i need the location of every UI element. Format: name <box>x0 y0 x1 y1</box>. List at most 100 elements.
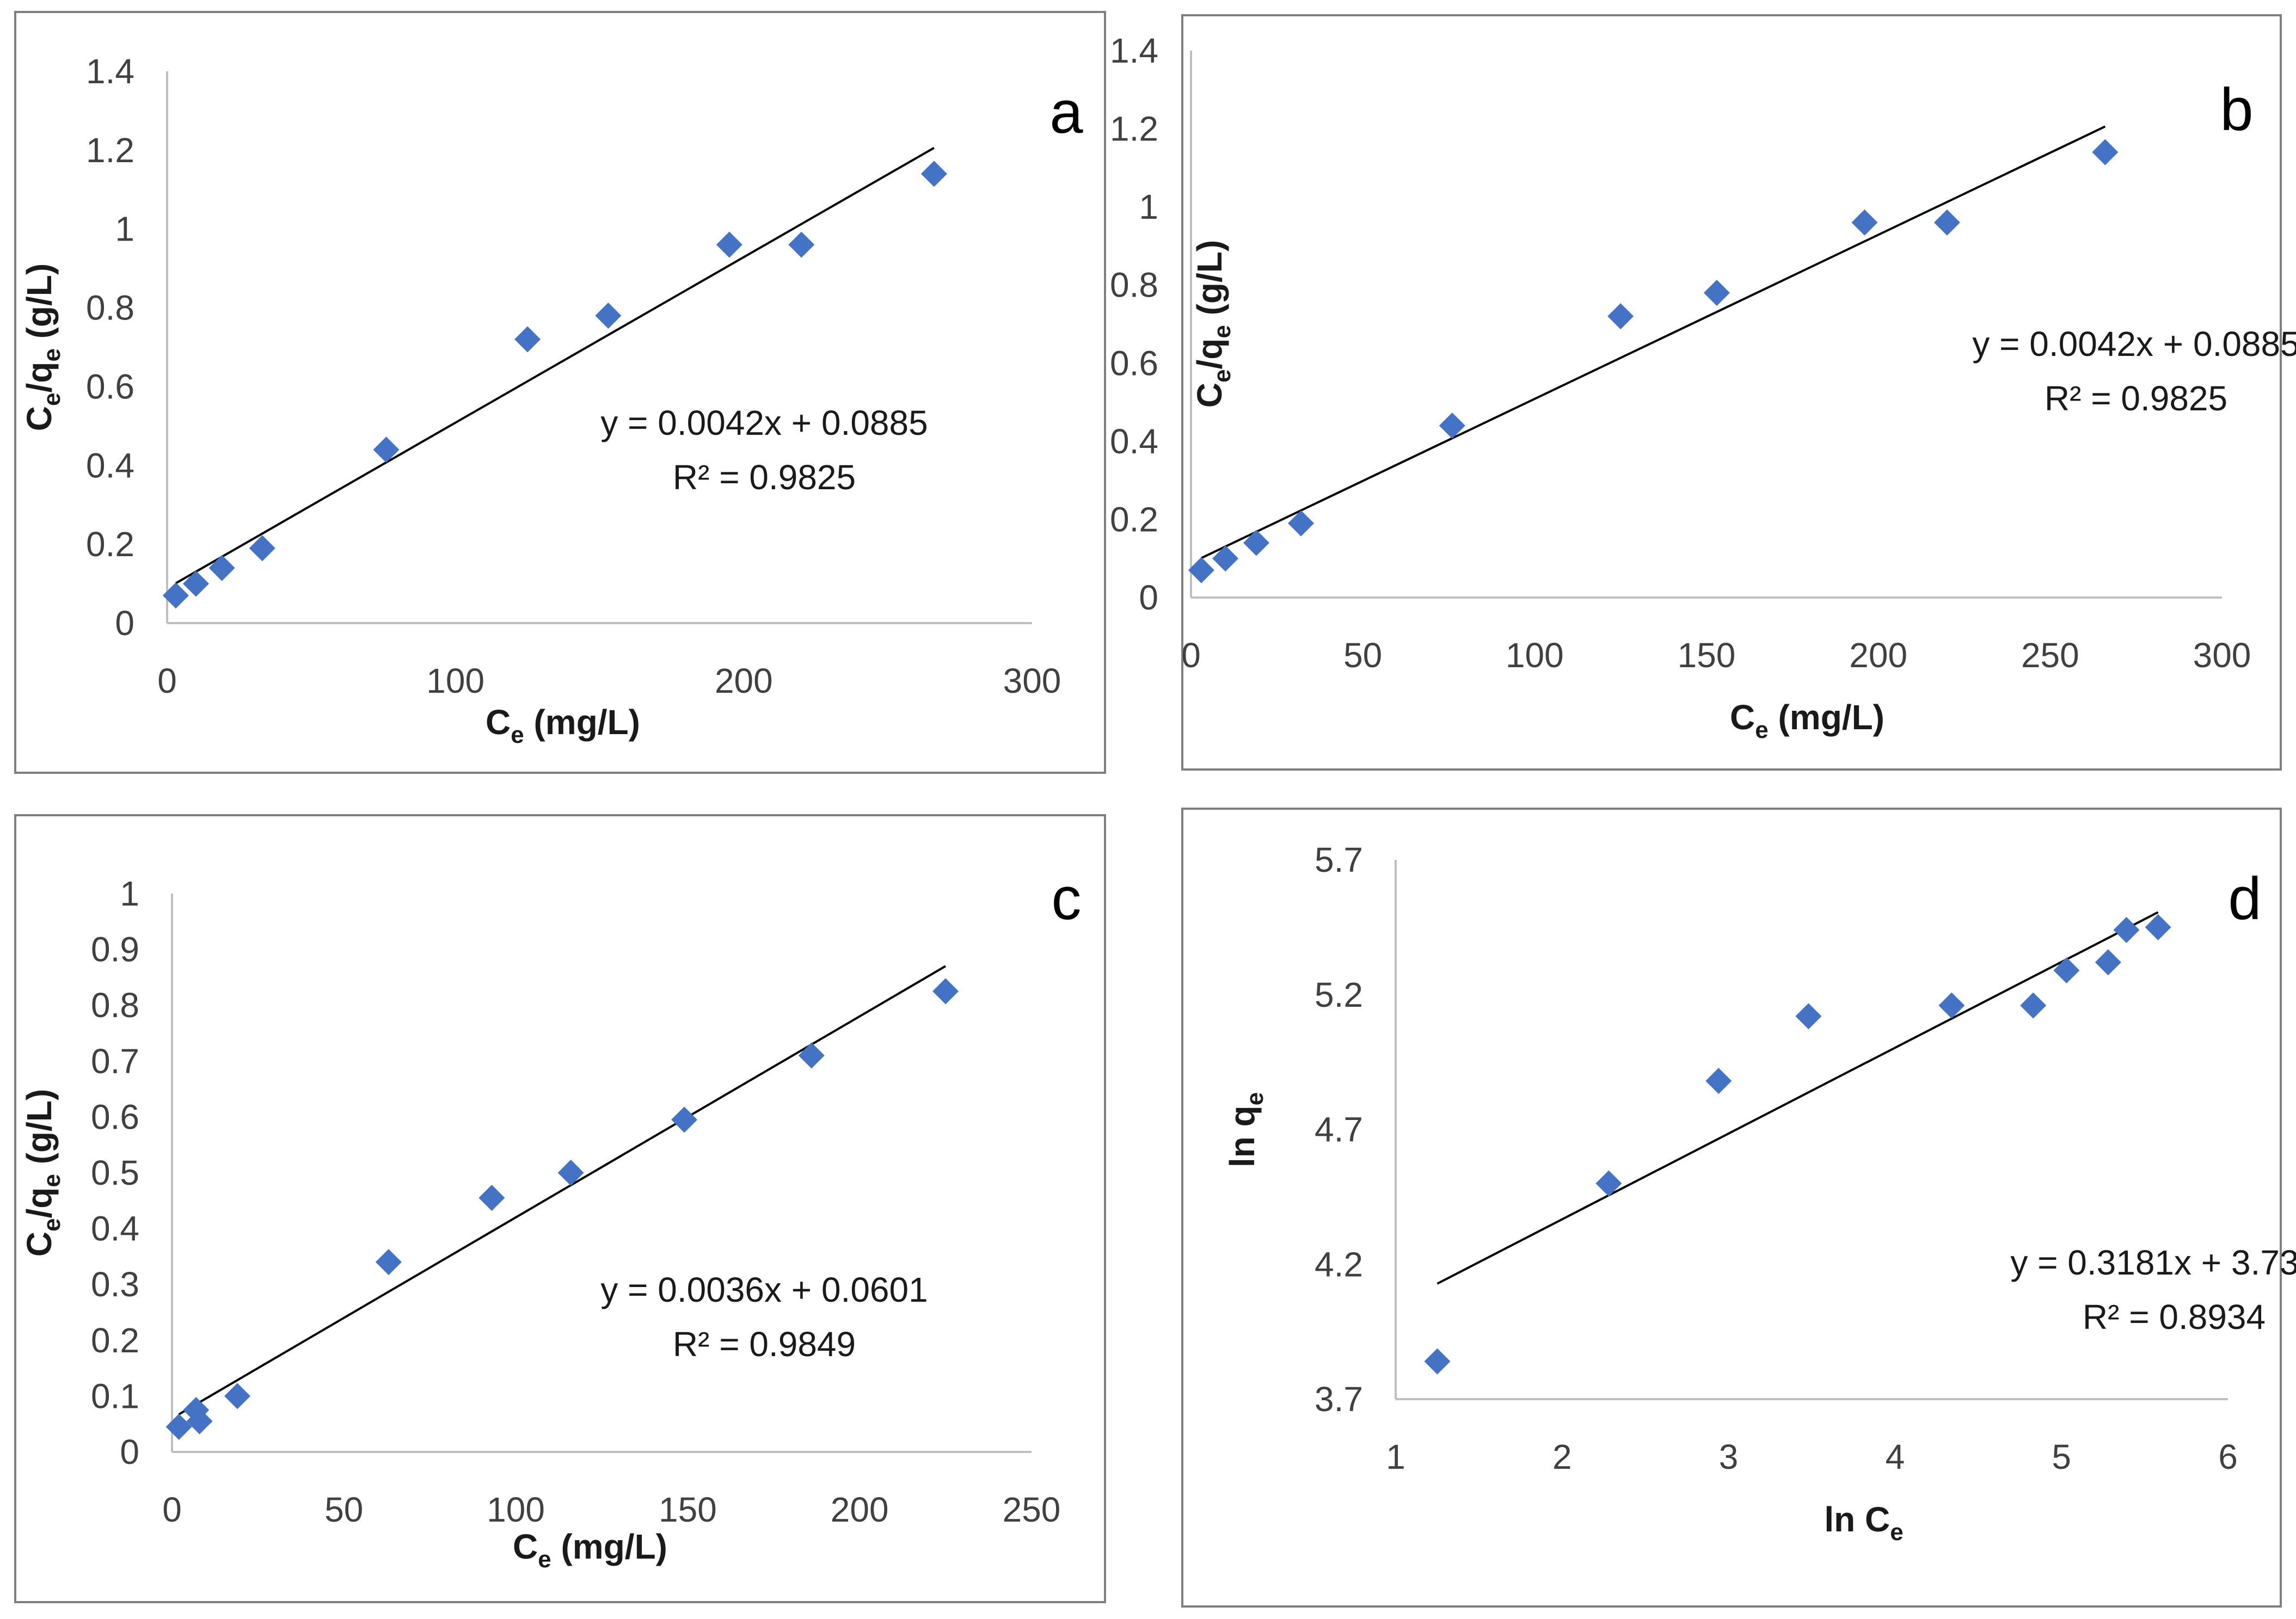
panel-letter: b <box>2220 76 2253 143</box>
x-tick-label: 50 <box>324 1490 363 1529</box>
data-point <box>920 161 947 187</box>
y-axis-label-sub: e <box>39 348 65 361</box>
x-tick-label: 200 <box>1849 636 1907 675</box>
y-axis-label: Ce/qe (g/L) <box>20 1089 65 1257</box>
x-axis-label-main: C <box>486 703 511 742</box>
y-tick-label: 3.7 <box>1315 1380 1363 1419</box>
x-tick-label: 2 <box>1552 1437 1572 1476</box>
x-tick-label: 5 <box>2052 1437 2071 1476</box>
data-point <box>1705 1068 1732 1094</box>
panel-d: 3.7 4.2 4.7 5.2 5.7 1 2 3 4 5 6 y = 0.3181x + 3.730… <box>1181 808 2296 1608</box>
panel-letter: d <box>2228 865 2261 932</box>
y-tick-label: 5.2 <box>1315 975 1363 1014</box>
panel-c: 0 0.1 0.2 0.3 0.4 0.5 0.6 0.7 0.8 0.9 1 0 50 100 150 20… <box>14 814 1106 1603</box>
x-tick-label: 200 <box>831 1490 889 1529</box>
x-tick-label: 0 <box>162 1490 182 1529</box>
y-tick-label: 5.7 <box>1315 840 1363 879</box>
x-axis-label-sub: e <box>1755 717 1768 743</box>
x-tick-label: 300 <box>1003 661 1061 700</box>
y-axis-label: Ce/qe (g/L) <box>1190 240 1236 408</box>
x-axis-label-main: ln C <box>1824 1500 1890 1539</box>
x-tick-label: 150 <box>659 1490 717 1529</box>
x-tick-label: 250 <box>2021 636 2079 675</box>
y-axis-label-unit: (g/L) <box>20 263 59 348</box>
x-tick-label: 50 <box>1343 636 1382 675</box>
trendline <box>175 146 935 584</box>
trendline-equation: y = 0.0042x + 0.0885 <box>600 403 928 442</box>
data-point <box>373 436 400 463</box>
y-axis-label: Ce/qe (g/L) <box>20 263 65 431</box>
x-axis-label-unit: (mg/L) <box>551 1527 667 1566</box>
y-tick-label: 1.4 <box>86 52 134 91</box>
y-axis-label: ln qe <box>1223 1092 1268 1167</box>
y-tick-label: 1.4 <box>1110 31 1158 70</box>
data-point <box>1439 413 1465 439</box>
x-tick-label: 250 <box>1003 1490 1061 1529</box>
y-tick-label: 1 <box>1139 187 1158 226</box>
data-point <box>932 978 959 1005</box>
x-tick-label: 0 <box>157 661 177 700</box>
y-tick-label: 0.2 <box>1110 500 1158 539</box>
x-axis-label-main: C <box>513 1527 538 1566</box>
chart-a: 0 0.2 0.4 0.6 0.8 1 1.2 1.4 0 100 200 300 y = 0.0042… <box>20 52 1083 748</box>
data-point <box>514 326 541 353</box>
data-point <box>1938 992 1965 1019</box>
y-tick-label: 4.2 <box>1315 1245 1363 1284</box>
data-point <box>557 1160 584 1186</box>
data-point <box>1188 557 1214 583</box>
data-point <box>1595 1170 1622 1197</box>
y-axis-label-main: C <box>1190 383 1229 408</box>
r-squared-label: R² = 0.9825 <box>2045 379 2227 418</box>
y-tick-label: 0.5 <box>91 1153 139 1192</box>
y-tick-label: 0 <box>120 1432 139 1472</box>
y-tick-label: 0.7 <box>91 1042 139 1081</box>
y-axis-label-part: /q <box>20 362 59 393</box>
data-point <box>1795 1003 1822 1030</box>
data-point <box>595 303 622 329</box>
x-tick-label: 100 <box>426 661 484 700</box>
x-axis-label-unit: (mg/L) <box>524 703 640 742</box>
data-point <box>2095 949 2121 976</box>
data-point <box>162 582 189 609</box>
data-point <box>798 1042 825 1069</box>
y-axis-label-sub: e <box>1209 325 1236 338</box>
chart-d: 3.7 4.2 4.7 5.2 5.7 1 2 3 4 5 6 y = 0.3181x + 3.730… <box>1223 840 2296 1546</box>
y-tick-label: 1 <box>120 874 139 913</box>
y-tick-label: 0.9 <box>91 930 139 969</box>
data-point <box>478 1185 505 1211</box>
panel-b: 0 0.2 0.4 0.6 0.8 1 1.2 1.4 0 50 100 150 200 250 300 y … <box>1110 14 2296 771</box>
y-tick-label: 0.1 <box>91 1376 139 1415</box>
x-axis-label-sub: e <box>511 722 524 748</box>
x-tick-label: 150 <box>1678 636 1736 675</box>
y-axis-label-main: C <box>20 406 59 431</box>
data-point <box>224 1383 251 1409</box>
chart-c: 0 0.1 0.2 0.3 0.4 0.5 0.6 0.7 0.8 0.9 1 0 50 100 150 20… <box>20 865 1082 1573</box>
panel-letter: a <box>1049 79 1083 146</box>
data-point <box>1424 1348 1451 1375</box>
data-point <box>182 570 209 597</box>
y-axis-label-sub: e <box>39 1218 65 1232</box>
y-axis-label-main: ln q <box>1223 1105 1262 1167</box>
x-axis-label-main: C <box>1730 698 1755 737</box>
chart-b: 0 0.2 0.4 0.6 0.8 1 1.2 1.4 0 50 100 150 200 250 300 y … <box>1110 31 2296 743</box>
data-point <box>186 1408 213 1435</box>
data-point <box>1851 209 1878 236</box>
y-tick-label: 0.2 <box>86 525 134 564</box>
data-point <box>165 1413 192 1440</box>
x-axis-label-unit: (mg/L) <box>1769 698 1884 737</box>
y-axis-label-unit: (g/L) <box>1190 240 1229 325</box>
data-point <box>1212 545 1239 572</box>
trendline-equation: y = 0.0036x + 0.0601 <box>600 1270 928 1309</box>
x-axis-label: ln Ce <box>1824 1500 1903 1546</box>
data-point <box>249 535 275 562</box>
r-squared-label: R² = 0.8934 <box>2083 1297 2266 1337</box>
y-tick-label: 1.2 <box>1110 109 1158 149</box>
data-point <box>2113 916 2140 943</box>
data-point <box>375 1249 402 1276</box>
data-point <box>1933 209 1960 236</box>
data-point <box>1288 510 1315 537</box>
x-axis-label: Ce (mg/L) <box>513 1527 667 1573</box>
panel-letter: c <box>1052 865 1082 932</box>
data-point <box>2053 957 2080 984</box>
x-tick-label: 4 <box>1886 1437 1905 1476</box>
